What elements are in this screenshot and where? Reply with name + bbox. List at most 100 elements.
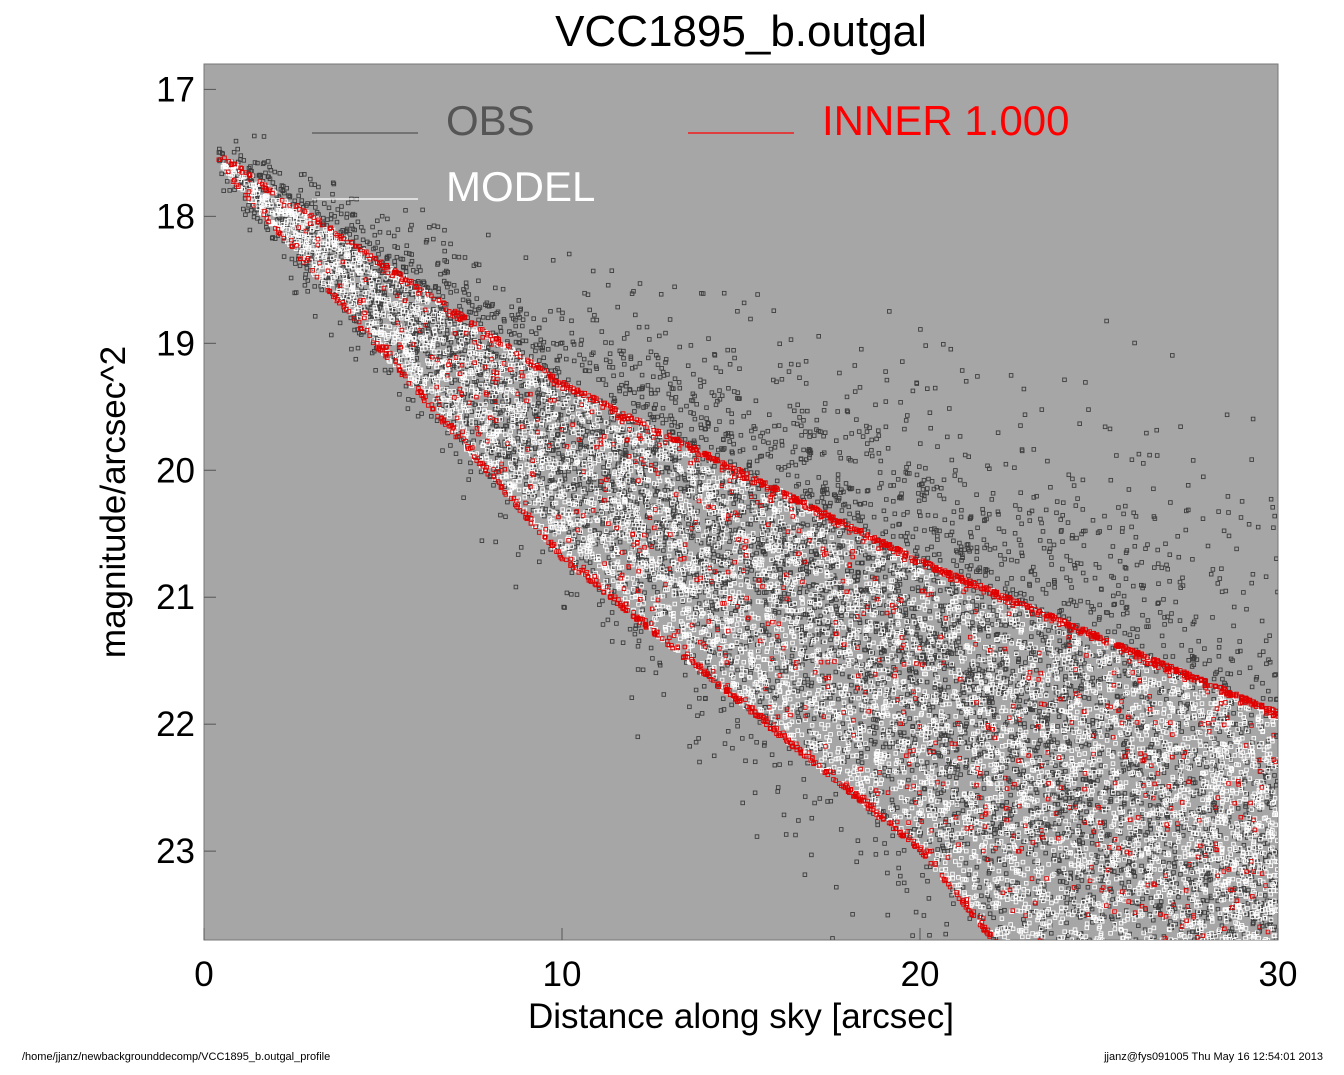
obs-point: [659, 469, 665, 475]
obs-point: [1198, 776, 1204, 781]
obs-point: [403, 265, 409, 270]
obs-point: [799, 408, 805, 414]
obs-point: [270, 180, 276, 185]
obs-point: [590, 268, 596, 274]
obs-point: [698, 384, 703, 389]
obs-point: [772, 762, 778, 768]
obs-point: [1113, 941, 1117, 945]
obs-point: [1210, 615, 1215, 620]
obs-point: [1029, 508, 1035, 514]
obs-point: [1077, 421, 1082, 426]
obs-point: [469, 429, 475, 435]
obs-point: [1208, 571, 1214, 577]
obs-point: [1028, 850, 1034, 855]
obs-point: [1073, 503, 1079, 508]
obs-point: [1009, 576, 1014, 581]
obs-point: [425, 351, 431, 357]
obs-point: [747, 563, 753, 569]
obs-point: [309, 182, 314, 187]
obs-point: [916, 498, 922, 504]
obs-point: [257, 219, 263, 224]
obs-point: [672, 420, 677, 425]
obs-point: [1003, 871, 1009, 876]
obs-point: [1121, 611, 1126, 617]
obs-point: [575, 540, 581, 545]
obs-point: [1231, 604, 1237, 610]
obs-point: [1083, 380, 1088, 385]
obs-point: [709, 599, 714, 605]
obs-point: [458, 307, 464, 313]
obs-point: [714, 490, 719, 495]
obs-point: [925, 486, 930, 491]
obs-point: [409, 252, 414, 257]
obs-point: [902, 601, 907, 607]
obs-point: [1135, 627, 1140, 632]
obs-point: [815, 499, 820, 505]
obs-point: [540, 476, 545, 481]
obs-point: [876, 567, 881, 573]
obs-point: [668, 381, 673, 387]
obs-point: [623, 442, 629, 447]
obs-point: [944, 921, 949, 927]
obs-point: [885, 555, 891, 560]
obs-point: [845, 754, 850, 759]
obs-point: [675, 476, 681, 481]
obs-point: [776, 423, 782, 428]
obs-point: [1177, 579, 1183, 585]
obs-point: [943, 677, 948, 683]
obs-point: [1152, 565, 1157, 570]
obs-point: [937, 837, 942, 843]
obs-point: [620, 640, 626, 645]
obs-point: [586, 419, 591, 424]
obs-point: [698, 540, 704, 546]
obs-point: [1064, 900, 1069, 906]
obs-point: [1049, 931, 1054, 936]
obs-point: [978, 627, 983, 633]
obs-point: [959, 558, 964, 563]
obs-point: [1006, 939, 1011, 940]
obs-point: [772, 445, 778, 450]
obs-point: [1156, 581, 1161, 586]
obs-point: [557, 353, 562, 359]
obs-point: [1140, 612, 1145, 618]
obs-point: [663, 527, 669, 533]
obs-point: [1144, 696, 1150, 701]
obs-point: [1267, 853, 1272, 858]
obs-point: [914, 472, 920, 478]
obs-point: [795, 710, 801, 715]
obs-point: [925, 636, 931, 641]
obs-point: [375, 240, 380, 245]
obs-point: [947, 774, 952, 779]
obs-point: [1132, 544, 1138, 549]
obs-point: [1043, 775, 1049, 780]
obs-point: [1003, 623, 1008, 628]
obs-point: [1210, 567, 1216, 572]
obs-point: [329, 258, 335, 263]
obs-point: [321, 215, 326, 221]
obs-point: [859, 346, 864, 352]
obs-point: [949, 581, 955, 587]
obs-point: [964, 542, 970, 548]
obs-point: [717, 388, 722, 393]
obs-point: [648, 645, 654, 651]
obs-point: [651, 374, 656, 379]
obs-point: [822, 539, 828, 545]
obs-point: [739, 499, 744, 504]
obs-point: [619, 372, 624, 377]
obs-point: [646, 355, 651, 361]
obs-point: [442, 227, 447, 233]
obs-point: [1019, 521, 1024, 527]
obs-point: [865, 746, 870, 752]
obs-point: [910, 534, 916, 540]
obs-point: [1016, 537, 1022, 543]
obs-point: [605, 282, 611, 288]
obs-point: [1073, 603, 1079, 608]
obs-point: [1126, 879, 1132, 885]
obs-point: [971, 676, 977, 681]
obs-point: [1137, 725, 1143, 730]
obs-point: [725, 729, 731, 734]
obs-point: [865, 488, 871, 493]
obs-point: [596, 377, 601, 382]
obs-point: [1249, 684, 1255, 690]
obs-point: [604, 578, 610, 583]
